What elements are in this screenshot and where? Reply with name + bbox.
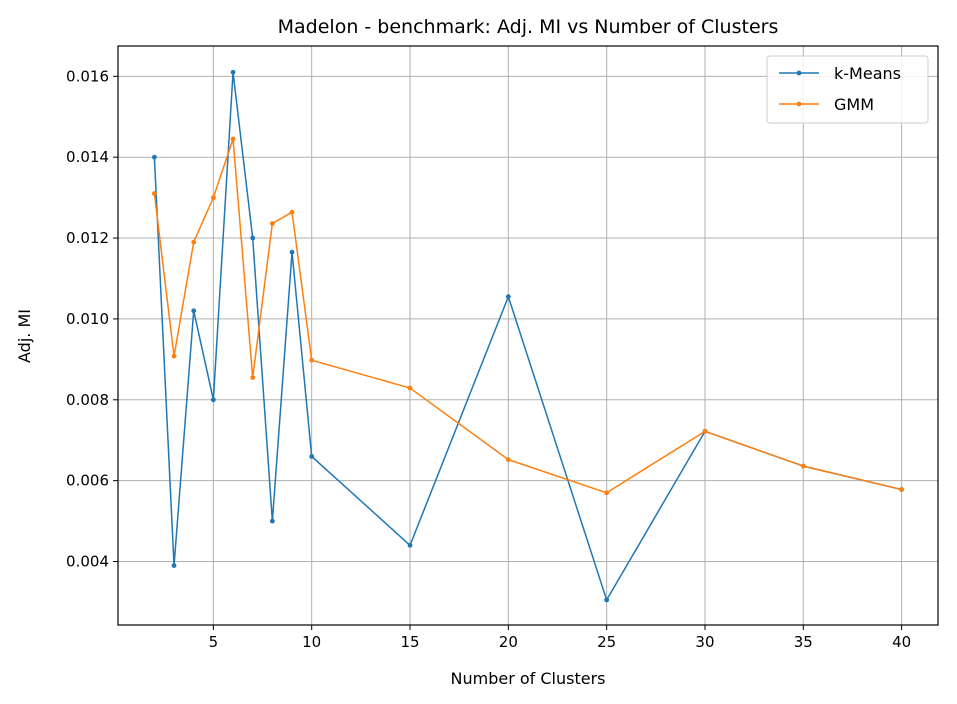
y-tick-label: 0.004	[66, 553, 109, 571]
data-point-gmm	[289, 209, 295, 215]
x-tick-label: 5	[209, 633, 219, 651]
x-tick-label: 15	[400, 633, 419, 651]
data-point-gmm	[151, 191, 157, 196]
data-point-k-means	[309, 453, 315, 459]
data-point-k-means	[505, 294, 511, 300]
y-tick-label: 0.006	[66, 472, 109, 490]
plot-area-frame	[117, 45, 939, 626]
y-tick-label: 0.010	[66, 310, 109, 328]
data-point-gmm	[505, 457, 511, 463]
y-tick-label: 0.014	[66, 148, 109, 166]
data-point-k-means	[407, 542, 413, 548]
x-tick-label: 25	[597, 633, 616, 651]
data-point-k-means	[269, 518, 275, 524]
y-axis-title: Adj. MI	[15, 309, 34, 363]
data-point-k-means	[191, 308, 197, 314]
data-point-gmm	[250, 375, 256, 380]
data-point-gmm	[407, 385, 413, 391]
axis-ticks: 5 10 15 20 25 30 35 40 0.004 0.006 0.008 0.010 0.012…	[66, 67, 911, 651]
data-point-k-means	[289, 249, 295, 255]
y-tick-label: 0.012	[66, 229, 109, 247]
data-point-k-means	[210, 397, 216, 403]
data-point-gmm	[800, 463, 806, 469]
chart-title: Madelon - benchmark: Adj. MI vs Number o…	[278, 16, 779, 38]
x-tick-label: 35	[794, 633, 813, 651]
data-point-gmm	[702, 428, 708, 434]
data-point-k-means	[604, 597, 610, 603]
data-point-k-means	[250, 235, 256, 241]
y-tick-label: 0.016	[66, 67, 109, 85]
x-axis-title: Number of Clusters	[451, 669, 606, 688]
data-point-gmm	[191, 239, 197, 245]
x-tick-label: 20	[499, 633, 518, 651]
y-tick-label: 0.008	[66, 391, 109, 409]
data-point-k-means	[151, 154, 157, 160]
legend-marker-kmeans	[796, 70, 802, 76]
data-point-gmm	[230, 136, 236, 142]
x-tick-label: 40	[892, 633, 911, 651]
grid-lines	[118, 46, 938, 625]
legend: k-Means GMM	[766, 55, 929, 124]
legend-marker-gmm	[796, 101, 802, 107]
data-point-gmm	[171, 353, 177, 359]
legend-label-kmeans: k-Means	[834, 64, 901, 83]
data-point-gmm	[604, 490, 610, 496]
series-group	[151, 69, 905, 603]
data-point-gmm	[899, 487, 905, 492]
data-point-gmm	[309, 357, 315, 363]
data-point-k-means	[230, 69, 236, 75]
legend-label-gmm: GMM	[834, 95, 874, 114]
x-tick-label: 30	[695, 633, 714, 651]
x-tick-label: 10	[302, 633, 321, 651]
data-point-k-means	[171, 563, 177, 568]
data-point-gmm	[269, 221, 275, 226]
data-point-gmm	[210, 195, 216, 201]
